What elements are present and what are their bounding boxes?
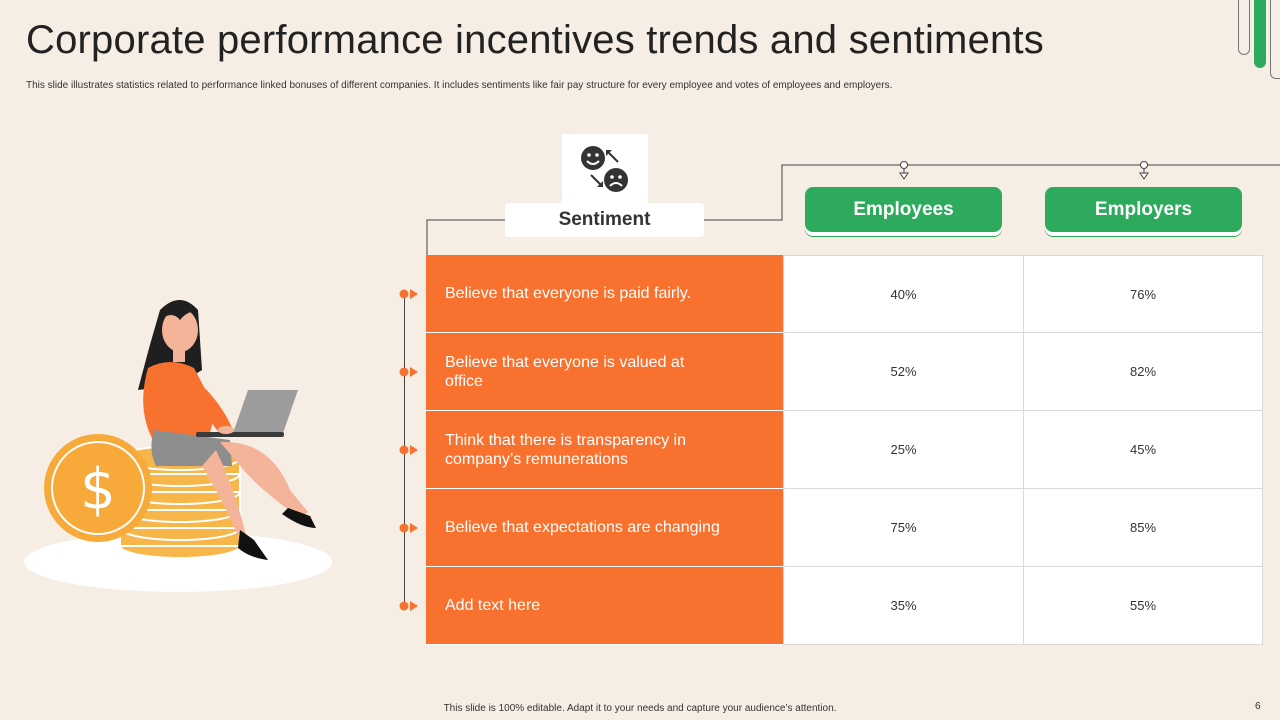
dollar-coin-icon: $ — [44, 434, 152, 542]
row-label: Add text here — [426, 567, 783, 645]
slide-title: Corporate performance incentives trends … — [26, 18, 1044, 62]
row-bullet-icon — [399, 367, 418, 377]
slide-footer: This slide is 100% editable. Adapt it to… — [443, 703, 837, 714]
table-row: Believe that everyone is paid fairly. 40… — [426, 255, 1264, 333]
employees-value: 40% — [783, 255, 1023, 333]
sentiment-icon-box — [562, 134, 648, 204]
svg-text:$: $ — [80, 457, 116, 522]
row-label: Believe that everyone is paid fairly. — [426, 255, 783, 333]
table-row: Think that there is transparency in comp… — [426, 411, 1264, 489]
employers-value: 55% — [1023, 567, 1263, 645]
employees-connector-marker — [899, 161, 909, 180]
row-bullet-icon — [399, 523, 418, 533]
decor-bar-green — [1254, 0, 1266, 68]
sentiment-header: Sentiment — [505, 203, 704, 237]
employers-value: 45% — [1023, 411, 1263, 489]
slide-subtitle: This slide illustrates statistics relate… — [26, 80, 893, 91]
employees-column-header: Employees — [805, 187, 1002, 232]
employees-value: 52% — [783, 333, 1023, 411]
table-row: Believe that everyone is valued at offic… — [426, 333, 1264, 411]
employees-value: 35% — [783, 567, 1023, 645]
sentiment-table: Believe that everyone is paid fairly. 40… — [426, 255, 1264, 645]
row-label: Believe that expectations are changing — [426, 489, 783, 567]
table-row: Believe that expectations are changing 7… — [426, 489, 1264, 567]
woman-with-laptop-on-coins-illustration: $ — [24, 300, 332, 592]
employers-connector-marker — [1139, 161, 1149, 180]
page-number: 6 — [1255, 701, 1261, 712]
employees-value: 25% — [783, 411, 1023, 489]
row-bullet-icon — [399, 289, 418, 299]
row-bullet-icon — [399, 445, 418, 455]
decor-bar-outline-left — [1238, 0, 1250, 55]
employers-value: 85% — [1023, 489, 1263, 567]
row-bullet-icon — [399, 601, 418, 611]
row-label: Think that there is transparency in comp… — [426, 411, 783, 489]
employers-column-header: Employers — [1045, 187, 1242, 232]
happy-sad-faces-icon — [581, 146, 628, 192]
table-row: Add text here 35% 55% — [426, 567, 1264, 645]
decor-bar-outline-right — [1270, 0, 1280, 79]
employers-value: 82% — [1023, 333, 1263, 411]
row-label: Believe that everyone is valued at offic… — [426, 333, 783, 411]
employees-value: 75% — [783, 489, 1023, 567]
employers-value: 76% — [1023, 255, 1263, 333]
